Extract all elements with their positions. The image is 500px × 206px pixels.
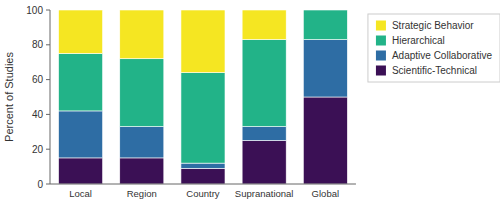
bar-segment [181,10,225,73]
x-tick-label: Supranational [235,188,294,199]
bar-segment [120,10,164,59]
legend-swatch [376,36,386,46]
y-tick-label: 20 [32,144,44,155]
legend-label: Scientific-Technical [392,65,477,76]
x-tick-label: Region [127,188,157,199]
y-tick [46,149,50,150]
x-tick-label: Country [186,188,220,199]
y-tick [46,10,50,11]
legend-swatch [376,51,386,61]
chart: Strategic Behavior Hierarchical Adaptive C… [0,0,500,206]
y-tick-label: 80 [32,39,44,50]
x-axis-line [50,184,356,185]
bars [59,10,348,184]
legend: Strategic Behavior Hierarchical Adaptive C… [368,14,500,82]
bar-segment [303,10,347,11]
legend-swatch [376,21,386,31]
legend-label: Adaptive Collaborative [392,50,492,61]
y-tick [46,44,50,45]
legend-label: Hierarchical [392,35,445,46]
legend-swatch [376,66,386,76]
bar-segment [181,168,225,184]
axes: 0 20 40 60 80 100 Local Region Country Supranatio… [26,5,356,200]
y-tick-label: 100 [26,5,43,16]
y-tick-label: 0 [37,179,43,190]
y-tick [46,79,50,80]
bar-segment [181,163,225,168]
y-tick-label: 60 [32,74,44,85]
bar-segment [242,10,286,40]
bar-segment [59,10,103,54]
x-tick-label: Local [69,188,92,199]
bar-segment [303,97,347,184]
y-axis-line [50,10,51,184]
bar-segment [242,40,286,127]
legend-label: Strategic Behavior [392,20,474,31]
bar-segment [120,127,164,158]
x-tick-label: Global [312,188,339,199]
bar-segment [303,40,347,97]
bar-segment [59,111,103,158]
bar-segment [120,158,164,184]
bar-segment [242,141,286,185]
bar-segment [120,59,164,127]
chart-container: Strategic Behavior Hierarchical Adaptive C… [0,0,500,206]
y-tick-label: 40 [32,109,44,120]
y-axis-label: Percent of Studies [3,52,15,142]
y-tick [46,114,50,115]
y-tick [46,184,50,185]
bar-segment [59,158,103,184]
bar-segment [181,73,225,163]
bar-segment [59,54,103,111]
bar-segment [303,10,347,40]
bar-segment [242,127,286,141]
legend-box [368,14,500,82]
